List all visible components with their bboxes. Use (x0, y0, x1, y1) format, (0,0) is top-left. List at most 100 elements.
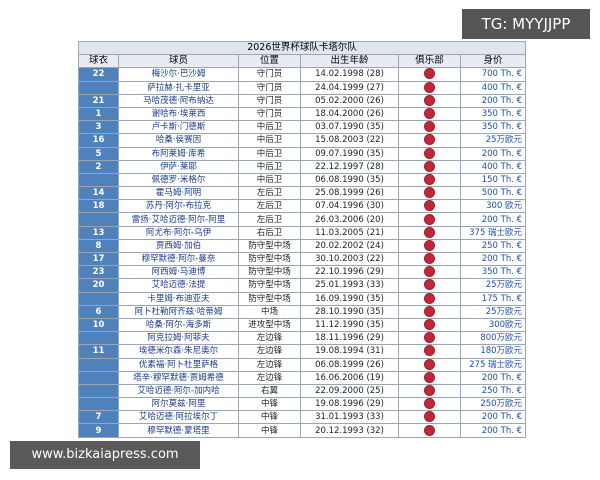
club-badge (424, 174, 435, 185)
market-value: 25万欧元 (459, 133, 527, 148)
jersey-number (78, 331, 119, 346)
player-row: 16 哈桑·侯赛因 中后卫 15.08.2003 (22) 25万欧元 (78, 133, 527, 148)
club-badge (424, 293, 435, 304)
position: 中后卫 (238, 146, 301, 161)
club-badge (424, 319, 435, 331)
position: 右后卫 (238, 225, 301, 240)
column-header: 出生年龄 (300, 54, 399, 69)
club (398, 106, 461, 122)
market-value: 275 瑞士欧元 (459, 357, 527, 372)
birth-date: 25.01.1993 (33) (300, 278, 399, 293)
position: 守门员 (238, 80, 301, 95)
player-row: 6 阿卜杜勒阿齐兹·哈蒂姆 中场 28.10.1990 (35) 25万欧元 (78, 304, 527, 319)
birth-date: 18.04.2000 (26) (300, 106, 399, 122)
player-row: 阿克拉姆·阿菲夫 左边锋 18.11.1996 (29) 800万欧元 (78, 331, 527, 346)
player-name: 阿尤布·阿尔-乌伊 (118, 225, 239, 240)
market-value: 800万欧元 (459, 331, 527, 346)
player-row: 8 贾西姆·加伯 防守型中场 20.02.2002 (24) 250 Th. € (78, 238, 527, 254)
market-value: 300欧元 (459, 317, 527, 333)
club-badge (424, 253, 435, 265)
player-row: 22 梅沙尔·巴沙姆 守门员 14.02.1998 (28) 700 Th. € (78, 67, 527, 82)
club-badge (424, 134, 435, 146)
market-value: 200 Th. € (459, 146, 527, 161)
market-value: 350 Th. € (459, 120, 527, 135)
birth-date: 20.12.1993 (32) (300, 423, 399, 438)
market-value: 350 Th. € (459, 265, 527, 280)
club (398, 80, 461, 95)
market-value: 200 Th. € (459, 370, 527, 385)
market-value: 200 Th. € (459, 410, 527, 425)
club-badge (424, 227, 435, 238)
player-row: 11 埃德米尔森·朱尼奥尔 左边锋 19.08.1994 (31) 180万欧元 (78, 344, 527, 359)
position: 防守型中场 (238, 265, 301, 280)
birth-date: 25.08.1999 (26) (300, 186, 399, 201)
jersey-number: 20 (78, 278, 119, 293)
club-badge (424, 187, 435, 199)
birth-date: 05.02.2000 (26) (300, 93, 399, 108)
club (398, 172, 461, 188)
jersey-number: 23 (78, 265, 119, 280)
club-badge (424, 266, 435, 278)
club-badge (424, 95, 435, 106)
header-row: 球衣 球员 位置 出生年龄 俱乐部 身价 (78, 54, 527, 69)
club-badge (424, 279, 435, 291)
position: 中后卫 (238, 172, 301, 188)
club (398, 212, 461, 227)
position: 左边锋 (238, 357, 301, 372)
player-name: 哈桑·阿尔-海多斯 (118, 317, 239, 333)
player-name: 马哈茂德·阿布纳达 (118, 93, 239, 108)
jersey-number: 9 (78, 423, 119, 438)
jersey-number: 16 (78, 133, 119, 148)
birth-date: 03.07.1990 (35) (300, 120, 399, 135)
birth-date: 22.12.1997 (28) (300, 159, 399, 174)
jersey-number: 18 (78, 199, 119, 214)
club (398, 159, 461, 174)
club (398, 344, 461, 359)
player-row: 5 布阿莱姆·库希 中后卫 09.07.1990 (35) 200 Th. € (78, 146, 527, 161)
position: 中后卫 (238, 133, 301, 148)
birth-date: 26.03.2006 (20) (300, 212, 399, 227)
market-value: 25万欧元 (459, 278, 527, 293)
club (398, 225, 461, 240)
player-name: 优素福·阿卜杜里萨格 (118, 357, 239, 372)
jersey-number: 22 (78, 67, 119, 82)
roster-table: 2026世界杯球队卡塔尔队 球衣 球员 位置 出生年龄 俱乐部 身价 22 梅沙尔·巴沙姆 守门… (77, 40, 527, 438)
player-row: 塔辛·穆罕默德·贾姆希德 左边锋 16.06.2006 (19) 200 Th. € (78, 370, 527, 385)
jersey-number: 17 (78, 251, 119, 267)
player-row: 23 阿西姆·马迪博 防守型中场 22.10.1996 (29) 350 Th. € (78, 265, 527, 280)
market-value: 250 Th. € (459, 238, 527, 254)
column-header: 位置 (238, 54, 301, 69)
player-row: 10 哈桑·阿尔-海多斯 进攻型中场 11.12.1990 (35) 300欧元 (78, 317, 527, 333)
table-body: 2026世界杯球队卡塔尔队 球衣 球员 位置 出生年龄 俱乐部 身价 22 梅沙尔·巴沙姆 守门… (77, 40, 527, 438)
player-row: 14 霍马姆·阿明 左后卫 25.08.1999 (26) 500 Th. € (78, 186, 527, 201)
player-name: 阿西姆·马迪博 (118, 265, 239, 280)
market-value: 350 Th. € (459, 106, 527, 122)
player-row: 20 艾哈迈德·法提 防守型中场 25.01.1993 (33) 25万欧元 (78, 278, 527, 293)
birth-date: 19.08.1994 (31) (300, 344, 399, 359)
jersey-number (78, 291, 119, 306)
jersey-number: 6 (78, 304, 119, 319)
birth-date: 11.12.1990 (35) (300, 317, 399, 333)
position: 中锋 (238, 410, 301, 425)
club-badge (424, 411, 435, 423)
player-row: 艾哈迈德·阿尔-加内哈 右翼 22.09.2000 (25) 250 Th. € (78, 383, 527, 399)
player-name: 谢哈布·埃莱西 (118, 106, 239, 122)
birth-date: 14.02.1998 (28) (300, 67, 399, 82)
market-value: 25万欧元 (459, 304, 527, 319)
market-value: 175 Th. € (459, 291, 527, 306)
market-value: 400 Th. € (459, 159, 527, 174)
birth-date: 06.08.1999 (26) (300, 357, 399, 372)
player-name: 霍马姆·阿明 (118, 186, 239, 201)
jersey-number: 5 (78, 146, 119, 161)
club (398, 397, 461, 412)
birth-date: 18.11.1996 (29) (300, 331, 399, 346)
club (398, 265, 461, 280)
market-value: 200 Th. € (459, 423, 527, 438)
jersey-number (78, 212, 119, 227)
club (398, 146, 461, 161)
birth-date: 16.06.2006 (19) (300, 370, 399, 385)
jersey-number (78, 172, 119, 188)
position: 左后卫 (238, 186, 301, 201)
player-row: 2 伊萨·莱耶 中后卫 22.12.1997 (28) 400 Th. € (78, 159, 527, 174)
